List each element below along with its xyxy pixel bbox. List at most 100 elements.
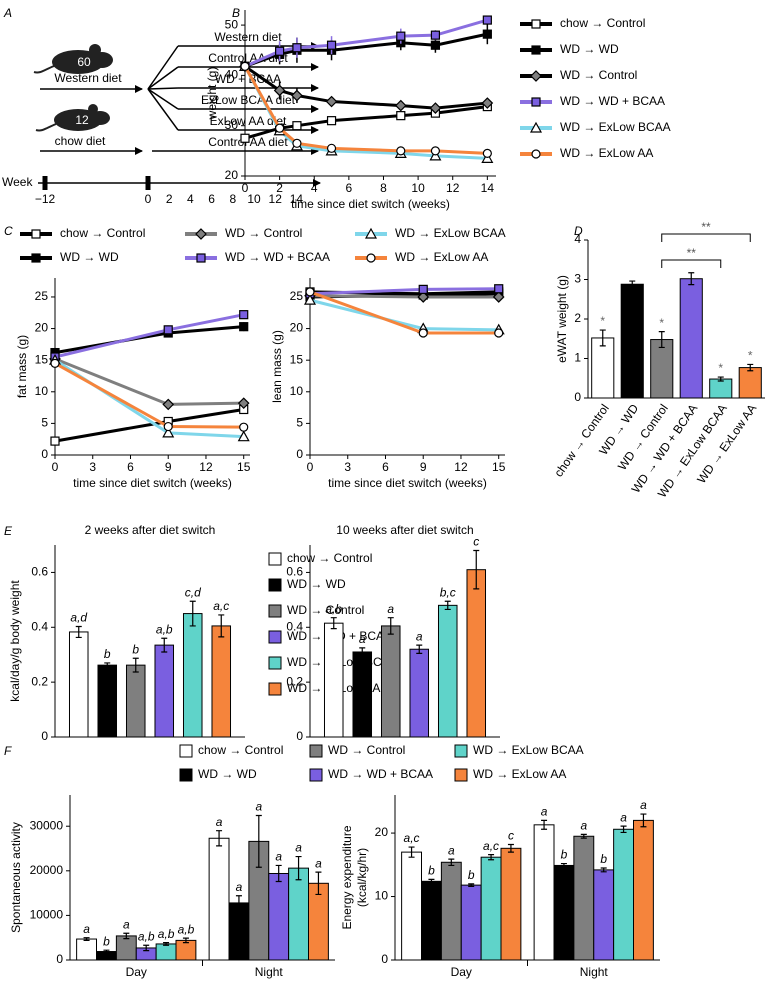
bar bbox=[76, 938, 97, 961]
y-tick-label: 1 bbox=[574, 351, 581, 365]
bar bbox=[208, 837, 230, 961]
bar-annotation: b,c bbox=[440, 585, 456, 599]
error-bar bbox=[448, 858, 455, 867]
panel-label: E bbox=[4, 524, 13, 538]
legend-label: WD → ExLow BCAA bbox=[473, 743, 584, 757]
y-tick-label: 0 bbox=[574, 390, 581, 404]
bar-annotation: b bbox=[561, 848, 568, 862]
mouse-label: 60 bbox=[77, 55, 91, 69]
legend-label: WD → WD bbox=[198, 767, 257, 781]
significance-bracket bbox=[661, 259, 722, 268]
x-tick-label: 6 bbox=[382, 460, 389, 474]
error-bar bbox=[468, 883, 475, 887]
data-point bbox=[481, 97, 494, 109]
bar bbox=[533, 824, 555, 961]
bar-annotation: a bbox=[448, 843, 455, 857]
legend-label: WD → ExLow AA bbox=[473, 767, 566, 781]
data-point bbox=[430, 40, 441, 50]
error-bar bbox=[629, 280, 636, 288]
legend-swatch bbox=[179, 744, 193, 758]
bar bbox=[440, 861, 462, 961]
bar-annotation: a bbox=[315, 856, 322, 870]
y-tick-label: 10 bbox=[35, 384, 49, 398]
error-bar bbox=[488, 854, 495, 861]
bar-annotation: * bbox=[748, 349, 753, 363]
bar bbox=[709, 378, 733, 399]
data-point bbox=[273, 84, 286, 97]
week-tick-label: 8 bbox=[229, 192, 236, 206]
y-tick-label: 0.2 bbox=[31, 674, 48, 688]
legend-label: WD → Control bbox=[560, 68, 637, 82]
error-bar bbox=[507, 843, 514, 853]
bar-annotation: a bbox=[83, 922, 90, 936]
legend-marker bbox=[531, 97, 541, 107]
data-point bbox=[430, 146, 441, 156]
chart-title: 2 weeks after diet switch bbox=[85, 523, 216, 537]
legend-marker bbox=[529, 121, 543, 133]
error-bar bbox=[83, 937, 90, 941]
panel-label: C bbox=[4, 224, 13, 238]
error-bar bbox=[104, 662, 111, 668]
diet-label: chow diet bbox=[55, 134, 106, 148]
y-axis-label: Energy expenditure bbox=[340, 825, 354, 929]
error-bar bbox=[473, 549, 480, 590]
bar bbox=[228, 902, 250, 961]
data-point bbox=[162, 398, 175, 411]
error-bar bbox=[658, 331, 665, 349]
y-tick-label: 10000 bbox=[30, 908, 64, 922]
significance-label: ** bbox=[701, 220, 711, 234]
x-tick-label: 10 bbox=[411, 181, 425, 195]
bar-annotation: a bbox=[416, 629, 423, 643]
bar bbox=[68, 631, 89, 738]
branch-label: ExLow AA diet bbox=[210, 114, 287, 128]
error-bar bbox=[688, 272, 695, 286]
x-tick-label: 4 bbox=[311, 181, 318, 195]
y-tick-label: 25 bbox=[35, 289, 49, 303]
error-bar bbox=[103, 949, 110, 954]
error-bar bbox=[123, 932, 130, 940]
panel-label: F bbox=[4, 744, 12, 758]
y-tick-label: 20 bbox=[375, 825, 389, 839]
error-bar bbox=[620, 825, 627, 834]
legend-label: WD → WD bbox=[560, 42, 619, 56]
bar-annotation: * bbox=[718, 361, 723, 375]
x-tick-label: 14 bbox=[481, 181, 495, 195]
bar-annotation: a bbox=[295, 841, 302, 855]
data-point bbox=[292, 43, 302, 53]
data-point bbox=[482, 148, 492, 158]
legend-label: WD → Control bbox=[287, 603, 364, 617]
bar bbox=[679, 278, 703, 399]
data-point bbox=[305, 287, 315, 297]
bar bbox=[323, 622, 344, 738]
bar bbox=[409, 648, 430, 738]
bar-annotation: a,b bbox=[138, 929, 155, 943]
x-axis-label: time since diet switch (weeks) bbox=[328, 476, 487, 490]
x-axis-label: time since diet switch (weeks) bbox=[291, 197, 450, 211]
x-tick-label: 12 bbox=[446, 181, 460, 195]
y-tick-label: 50 bbox=[225, 17, 239, 31]
error-bar bbox=[444, 600, 451, 611]
x-tick-label: 3 bbox=[89, 460, 96, 474]
y-axis-label: kcal/day/g body weight bbox=[8, 580, 22, 702]
error-bar bbox=[235, 895, 242, 911]
data-point bbox=[292, 121, 302, 131]
bar bbox=[380, 625, 401, 738]
week-tick-label: −12 bbox=[35, 192, 56, 206]
legend-marker bbox=[195, 228, 207, 240]
data-point bbox=[275, 123, 285, 133]
data-point bbox=[482, 29, 492, 39]
legend-marker bbox=[530, 70, 542, 82]
chart-title: 10 weeks after diet switch bbox=[336, 523, 473, 537]
y-tick-label: 0.2 bbox=[286, 674, 303, 688]
bar bbox=[738, 367, 762, 399]
bar-annotation: a bbox=[580, 819, 587, 833]
bar-annotation: c bbox=[508, 829, 514, 843]
bar-annotation: a,b bbox=[156, 622, 173, 636]
error-bar bbox=[541, 819, 548, 830]
error-bar bbox=[640, 813, 647, 828]
data-point bbox=[326, 143, 337, 153]
bar bbox=[155, 943, 177, 961]
data-point bbox=[326, 116, 337, 126]
bar-annotation: a bbox=[123, 917, 130, 931]
y-axis-label: weight (g) bbox=[205, 67, 219, 121]
